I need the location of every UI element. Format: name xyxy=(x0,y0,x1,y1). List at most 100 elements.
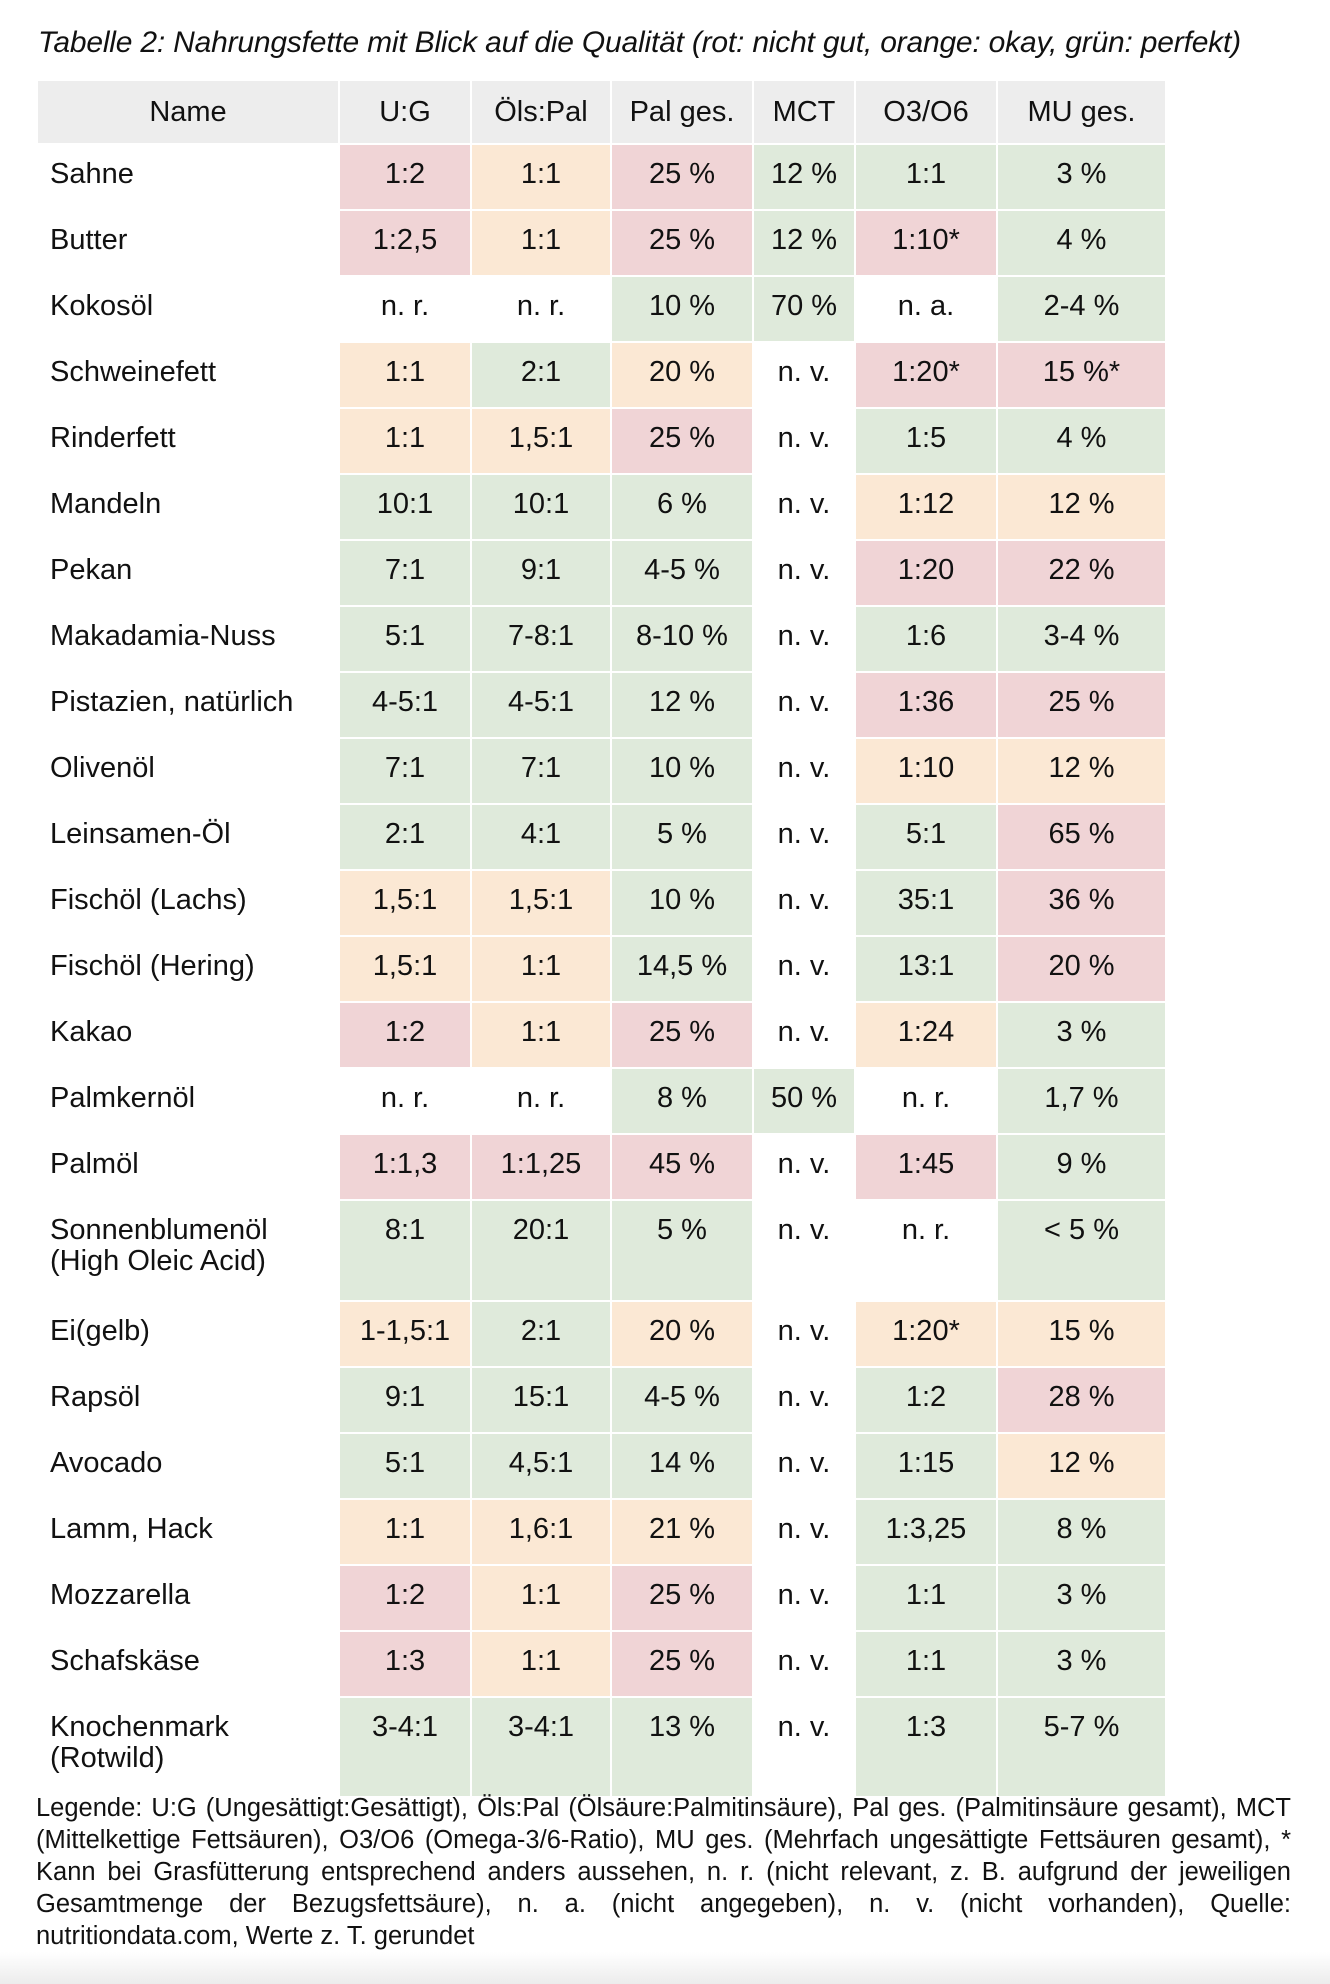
table-row: Olivenöl 7:1 7:1 10 % n. v. 1:10 12 % xyxy=(38,739,1165,803)
cell-o3-o6: n. r. xyxy=(856,1069,996,1133)
cell-pal-ges: 10 % xyxy=(612,277,752,341)
cell-mct: n. v. xyxy=(754,409,854,473)
cell-mu-ges: 12 % xyxy=(998,475,1165,539)
cell-pal-ges: 25 % xyxy=(612,145,752,209)
fat-quality-table: Name U:G Öls:Pal Pal ges. MCT O3/O6 MU g… xyxy=(36,79,1167,1798)
cell-mu-ges: 3-4 % xyxy=(998,607,1165,671)
cell-mu-ges: 20 % xyxy=(998,937,1165,1001)
table-row: Pekan 7:1 9:1 4-5 % n. v. 1:20 22 % xyxy=(38,541,1165,605)
table-row: Kakao 1:2 1:1 25 % n. v. 1:24 3 % xyxy=(38,1003,1165,1067)
row-name: Pekan xyxy=(50,554,133,586)
cell-mu-ges: 12 % xyxy=(998,1434,1165,1498)
column-header-mct: MCT xyxy=(754,81,854,143)
cell-ols-pal: 1:1 xyxy=(472,1632,610,1696)
row-name: Kokosöl xyxy=(50,290,154,322)
cell-o3-o6: 1:10 xyxy=(856,739,996,803)
cell-mct: n. v. xyxy=(754,1566,854,1630)
cell-mct: n. v. xyxy=(754,343,854,407)
cell-mu-ges: 5-7 % xyxy=(998,1698,1165,1796)
cell-pal-ges: 20 % xyxy=(612,1302,752,1366)
cell-ols-pal: 20:1 xyxy=(472,1201,610,1300)
cell-ug: 1:2 xyxy=(340,145,470,209)
cell-mct: 12 % xyxy=(754,211,854,275)
table-row: Mandeln 10:1 10:1 6 % n. v. 1:12 12 % xyxy=(38,475,1165,539)
cell-ug: 3-4:1 xyxy=(340,1698,470,1796)
cell-mu-ges: 3 % xyxy=(998,1003,1165,1067)
cell-pal-ges: 25 % xyxy=(612,1566,752,1630)
row-name: Mandeln xyxy=(50,488,162,520)
cell-pal-ges: 25 % xyxy=(612,409,752,473)
table-row: Schafskäse 1:3 1:1 25 % n. v. 1:1 3 % xyxy=(38,1632,1165,1696)
cell-pal-ges: 10 % xyxy=(612,871,752,935)
row-name: Rinderfett xyxy=(50,422,176,454)
cell-ug: n. r. xyxy=(340,1069,470,1133)
table-row: Sonnenblumenöl (High Oleic Acid) 8:1 20:… xyxy=(38,1201,1165,1300)
cell-mu-ges: 3 % xyxy=(998,1566,1165,1630)
row-name-line: (High Oleic Acid) xyxy=(50,1245,266,1277)
cell-ols-pal: 1:1 xyxy=(472,211,610,275)
cell-ug: 7:1 xyxy=(340,541,470,605)
cell-pal-ges: 25 % xyxy=(612,1003,752,1067)
cell-ug: 5:1 xyxy=(340,1434,470,1498)
cell-ols-pal: 1:1 xyxy=(472,1003,610,1067)
cell-ug: 1:3 xyxy=(340,1632,470,1696)
cell-ug: 1:2 xyxy=(340,1566,470,1630)
cell-o3-o6: 35:1 xyxy=(856,871,996,935)
cell-mct: n. v. xyxy=(754,1135,854,1199)
cell-mct: n. v. xyxy=(754,607,854,671)
cell-mu-ges: 15 % xyxy=(998,1302,1165,1366)
cell-mu-ges: 65 % xyxy=(998,805,1165,869)
cell-mct: n. v. xyxy=(754,1003,854,1067)
cell-ols-pal: 15:1 xyxy=(472,1368,610,1432)
cell-mu-ges: 9 % xyxy=(998,1135,1165,1199)
cell-mct: n. v. xyxy=(754,871,854,935)
table-row: Palmöl 1:1,3 1:1,25 45 % n. v. 1:45 9 % xyxy=(38,1135,1165,1199)
column-header-o3-o6: O3/O6 xyxy=(856,81,996,143)
cell-mct: n. v. xyxy=(754,937,854,1001)
cell-o3-o6: n. a. xyxy=(856,277,996,341)
column-header-ug: U:G xyxy=(340,81,470,143)
cell-ug: 10:1 xyxy=(340,475,470,539)
cell-o3-o6: 1:2 xyxy=(856,1368,996,1432)
cell-o3-o6: 1:15 xyxy=(856,1434,996,1498)
cell-mu-ges: 12 % xyxy=(998,739,1165,803)
row-name: Makadamia-Nuss xyxy=(50,620,276,652)
cell-o3-o6: 1:20* xyxy=(856,1302,996,1366)
column-header-ols-pal: Öls:Pal xyxy=(472,81,610,143)
row-name: Palmkernöl xyxy=(50,1082,196,1114)
cell-ols-pal: 4-5:1 xyxy=(472,673,610,737)
cell-o3-o6: 1:24 xyxy=(856,1003,996,1067)
cell-ols-pal: n. r. xyxy=(472,1069,610,1133)
cell-mu-ges: 1,7 % xyxy=(998,1069,1165,1133)
cell-mct: n. v. xyxy=(754,1632,854,1696)
cell-o3-o6: 1:36 xyxy=(856,673,996,737)
row-name: Butter xyxy=(50,224,128,256)
cell-pal-ges: 14,5 % xyxy=(612,937,752,1001)
cell-pal-ges: 6 % xyxy=(612,475,752,539)
cell-mu-ges: 8 % xyxy=(998,1500,1165,1564)
cell-ols-pal: 7:1 xyxy=(472,739,610,803)
cell-mct: n. v. xyxy=(754,1201,854,1300)
table-row: Pistazien, natürlich 4-5:1 4-5:1 12 % n.… xyxy=(38,673,1165,737)
cell-ols-pal: 2:1 xyxy=(472,343,610,407)
cell-ug: 7:1 xyxy=(340,739,470,803)
cell-ols-pal: 1,5:1 xyxy=(472,871,610,935)
cell-pal-ges: 25 % xyxy=(612,1632,752,1696)
table-row: Fischöl (Lachs) 1,5:1 1,5:1 10 % n. v. 3… xyxy=(38,871,1165,935)
cell-mct: n. v. xyxy=(754,1302,854,1366)
cell-mct: n. v. xyxy=(754,541,854,605)
row-name: Olivenöl xyxy=(50,752,155,784)
cell-mct: n. v. xyxy=(754,1434,854,1498)
table-row: Sahne 1:2 1:1 25 % 12 % 1:1 3 % xyxy=(38,145,1165,209)
cell-o3-o6: 1:5 xyxy=(856,409,996,473)
cell-o3-o6: 1:6 xyxy=(856,607,996,671)
cell-mu-ges: 36 % xyxy=(998,871,1165,935)
cell-mct: n. v. xyxy=(754,1698,854,1796)
cell-o3-o6: 13:1 xyxy=(856,937,996,1001)
cell-pal-ges: 4-5 % xyxy=(612,541,752,605)
cell-ug: 1:1 xyxy=(340,409,470,473)
table-row: Rinderfett 1:1 1,5:1 25 % n. v. 1:5 4 % xyxy=(38,409,1165,473)
row-name: Rapsöl xyxy=(50,1381,141,1413)
cell-mu-ges: 28 % xyxy=(998,1368,1165,1432)
row-name-line: Knochenmark xyxy=(50,1711,229,1743)
